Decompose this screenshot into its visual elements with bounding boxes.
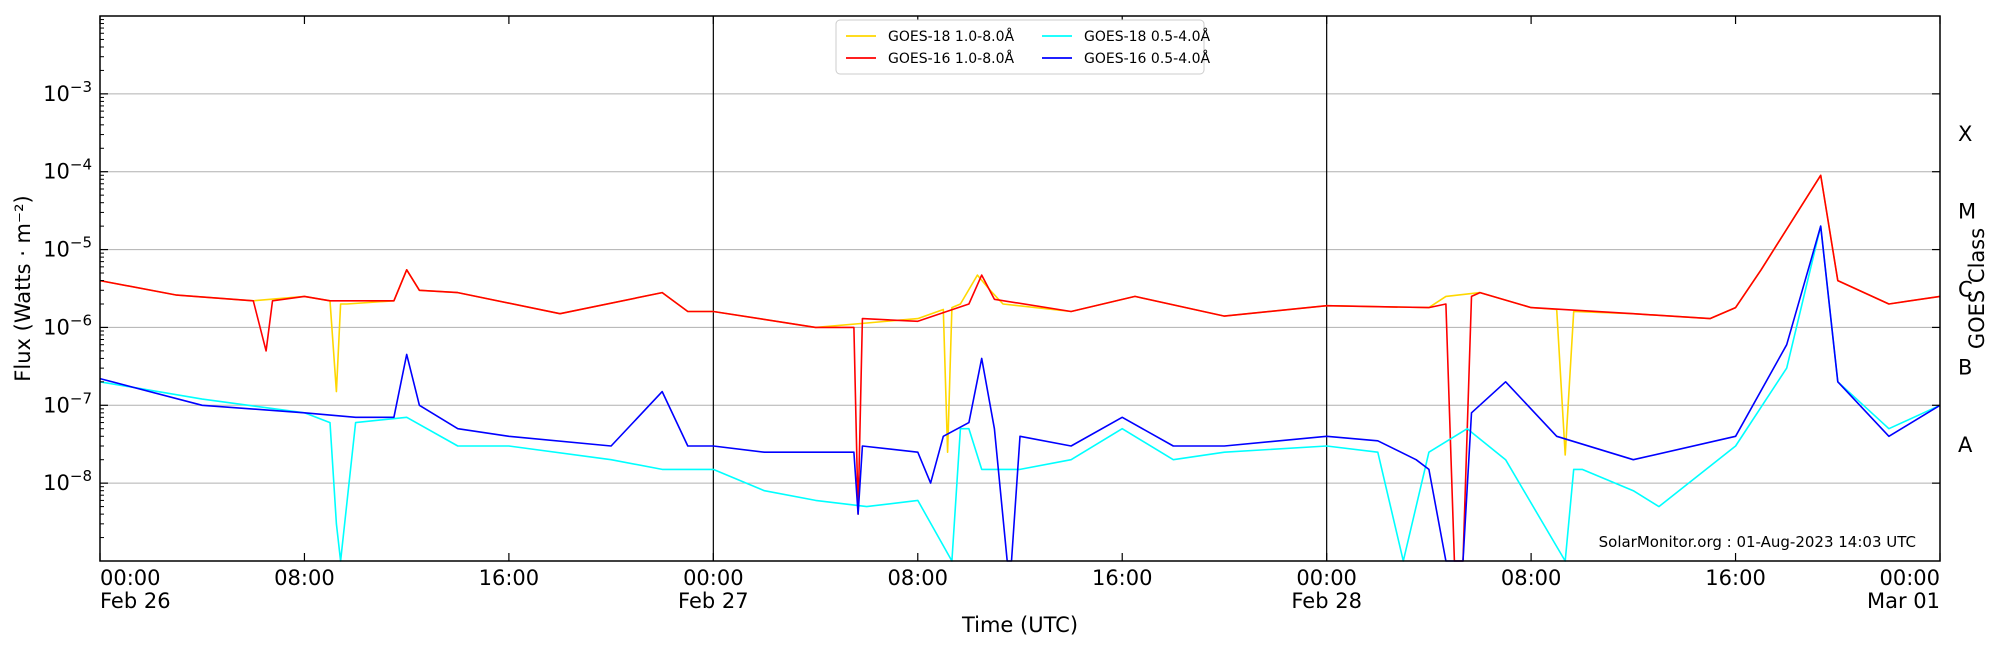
y-tick-label: 10−8: [43, 467, 92, 495]
x-tick-label: 08:00: [888, 566, 949, 590]
goes-class-label: B: [1958, 355, 1972, 379]
x-tick-label: 16:00: [479, 566, 540, 590]
x-tick-label: 00:00: [683, 566, 744, 590]
x-tick-label: 00:00: [100, 566, 161, 590]
legend-label: GOES-16 1.0-8.0Å: [888, 50, 1014, 67]
legend-label: GOES-16 0.5-4.0Å: [1084, 50, 1210, 67]
legend-label: GOES-18 1.0-8.0Å: [888, 28, 1014, 45]
x-tick-label: 00:00: [1296, 566, 1357, 590]
y-tick-label: 10−6: [43, 311, 92, 339]
y-tick-label: 10−3: [43, 78, 92, 106]
y-tick-label: 10−5: [43, 234, 92, 262]
y-axis-ticks: 10−8 10−7 10−6 10−5 10−4 10−3: [43, 19, 1940, 539]
goes-class-label: A: [1958, 433, 1973, 457]
goes-class-label: X: [1958, 122, 1972, 146]
y-axis-title: Flux (Watts · m⁻²): [11, 195, 35, 381]
legend: GOES-18 1.0-8.0Å GOES-18 0.5-4.0Å GOES-16 …: [835, 19, 1210, 75]
x-tick-label: 08:00: [274, 566, 335, 590]
grid-layer: [100, 93, 1940, 484]
x-axis-title: Time (UTC): [961, 613, 1078, 637]
y-axis-title-right: GOES Class: [1965, 228, 1989, 349]
x-tick-label: 16:00: [1092, 566, 1153, 590]
x-tick-label: 00:00: [1879, 566, 1940, 590]
x-tick-date-label: Feb 27: [678, 589, 749, 613]
series-line-2: [99, 225, 1941, 562]
x-tick-label: 16:00: [1705, 566, 1766, 590]
x-tick-date-label: Mar 01: [1867, 589, 1940, 613]
goes-class-labels: A B C M X: [1958, 122, 1976, 457]
y-tick-label: 10−4: [43, 156, 92, 184]
plot-frame: [99, 15, 1941, 562]
x-tick-date-label: Feb 26: [100, 589, 171, 613]
series-layer: [99, 174, 1941, 562]
x-tick-date-label: Feb 28: [1291, 589, 1362, 613]
legend-box: [835, 19, 1205, 75]
series-line-1: [99, 174, 1941, 562]
x-tick-label: 08:00: [1501, 566, 1562, 590]
series-line-3: [99, 225, 1941, 562]
credit-text: SolarMonitor.org : 01-Aug-2023 14:03 UTC: [1599, 533, 1916, 551]
y-tick-label: 10−7: [43, 389, 92, 417]
day-boundary-layer: [712, 16, 1328, 561]
goes-class-label: M: [1958, 200, 1976, 224]
goes-class-label: C: [1958, 278, 1973, 302]
legend-label: GOES-18 0.5-4.0Å: [1084, 28, 1210, 45]
